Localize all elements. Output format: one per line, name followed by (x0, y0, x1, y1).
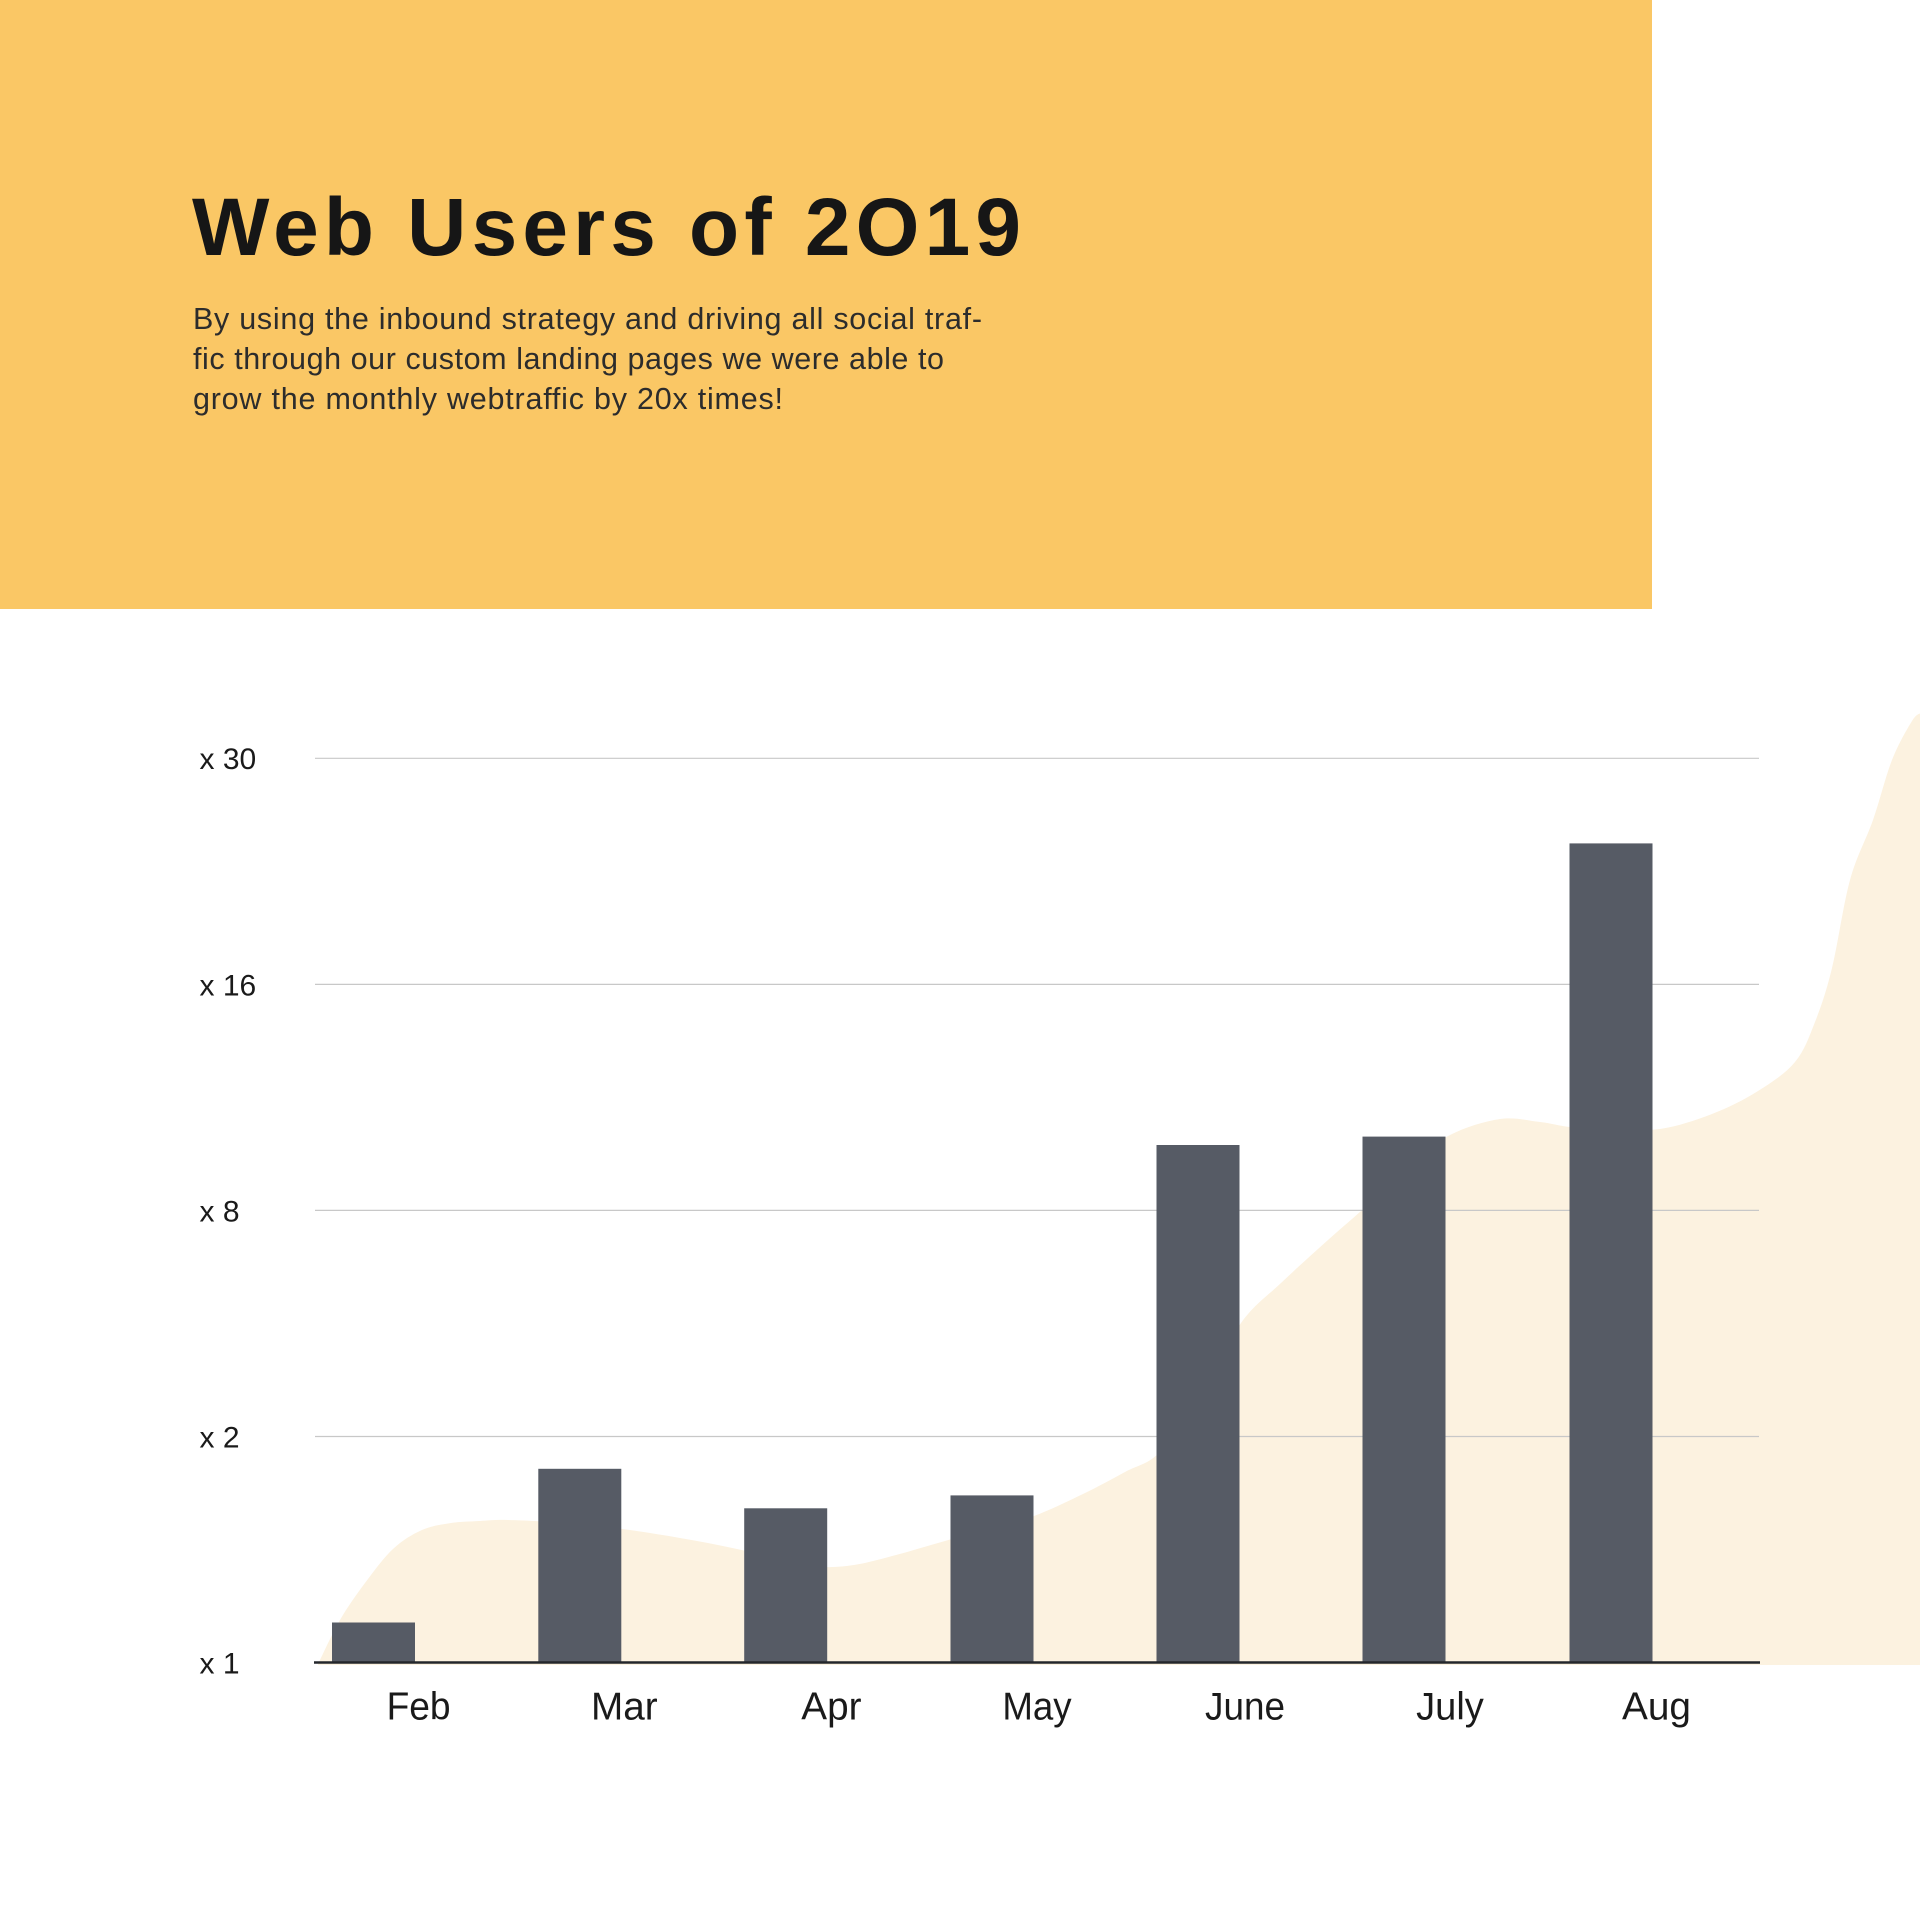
svg-text:Feb: Feb (387, 1686, 451, 1729)
svg-text:grow the monthly webtraffic by: grow the monthly webtraffic by 20x times… (193, 382, 783, 416)
svg-text:July: July (1416, 1686, 1484, 1729)
svg-text:May: May (1002, 1686, 1072, 1729)
svg-text:x 16: x 16 (200, 969, 257, 1002)
svg-text:x 30: x 30 (200, 743, 257, 776)
svg-text:By using the inbound strategy: By using the inbound strategy and drivin… (193, 302, 982, 336)
svg-text:fic through our custom landing: fic through our custom landing pages we … (193, 342, 944, 376)
svg-text:Mar: Mar (591, 1686, 658, 1729)
svg-text:Aug: Aug (1622, 1686, 1691, 1729)
svg-text:x 2: x 2 (200, 1421, 240, 1454)
svg-text:x 1: x 1 (200, 1647, 240, 1680)
svg-text:x 8: x 8 (200, 1195, 240, 1228)
svg-text:Apr: Apr (801, 1686, 861, 1729)
svg-text:June: June (1205, 1686, 1285, 1729)
